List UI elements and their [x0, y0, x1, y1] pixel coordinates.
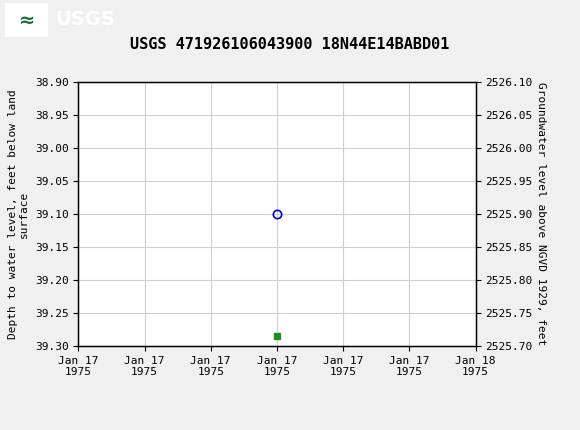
Text: USGS 471926106043900 18N44E14BABD01: USGS 471926106043900 18N44E14BABD01: [130, 37, 450, 52]
Y-axis label: Depth to water level, feet below land
surface: Depth to water level, feet below land su…: [8, 89, 29, 339]
Text: ≈: ≈: [19, 10, 35, 30]
Bar: [5, 3, 48, 37]
Text: USGS: USGS: [55, 10, 115, 30]
Legend: Period of approved data: Period of approved data: [168, 427, 386, 430]
Y-axis label: Groundwater level above NGVD 1929, feet: Groundwater level above NGVD 1929, feet: [536, 82, 546, 346]
